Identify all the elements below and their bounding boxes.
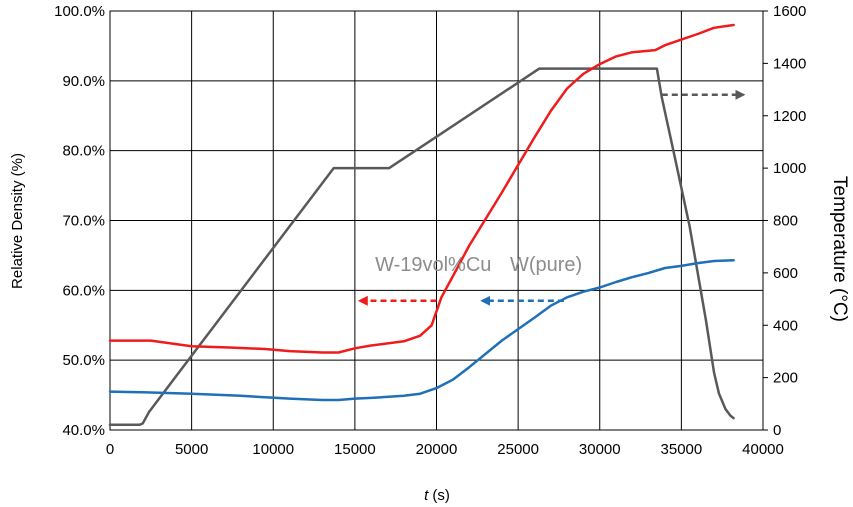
left-tick-label: 60.0% xyxy=(62,282,105,299)
x-tick-label: 20000 xyxy=(416,441,458,458)
x-axis-title: t (s) xyxy=(424,487,450,504)
x-tick-label: 10000 xyxy=(252,441,294,458)
left-tick-label: 80.0% xyxy=(62,143,105,160)
x-tick-label: 0 xyxy=(106,441,114,458)
x-tick-label: 30000 xyxy=(579,441,621,458)
series-line-w-pure xyxy=(108,259,735,402)
right-tick-label: 600 xyxy=(773,265,798,282)
right-tick-label: 1600 xyxy=(773,3,806,20)
left-tick-label: 50.0% xyxy=(62,352,105,369)
ticks-layer: 0 5000 10000 15000 20000 25000 30000 35000 40000… xyxy=(54,3,806,458)
grid xyxy=(110,11,763,430)
x-axis-title-symbol: t xyxy=(424,487,429,504)
x-tick-label: 25000 xyxy=(497,441,539,458)
series-line-w-cu xyxy=(108,23,735,354)
left-axis-title: Relative Density (%) xyxy=(9,153,26,289)
left-tick-label: 40.0% xyxy=(62,422,105,439)
left-tick-label: 100.0% xyxy=(54,3,105,20)
series-layer xyxy=(108,23,735,427)
right-axis-title: Temperature (°C) xyxy=(829,176,850,322)
right-tick-label: 400 xyxy=(773,317,798,334)
x-tick-label: 5000 xyxy=(175,441,208,458)
x-axis-title-unit: (s) xyxy=(428,487,450,504)
x-tick-label: 40000 xyxy=(742,441,784,458)
annotation-w-cu: W-19vol%Cu xyxy=(375,254,491,276)
right-tick-label: 200 xyxy=(773,370,798,387)
x-tick-label: 35000 xyxy=(661,441,703,458)
right-tick-label: 0 xyxy=(773,422,781,439)
right-tick-label: 800 xyxy=(773,213,798,230)
x-tick-label: 15000 xyxy=(334,441,376,458)
right-tick-label: 1200 xyxy=(773,108,806,125)
left-tick-label: 90.0% xyxy=(62,73,105,90)
left-tick-label: 70.0% xyxy=(62,213,105,230)
right-tick-label: 1000 xyxy=(773,160,806,177)
annotation-w-pure: W(pure) xyxy=(510,254,582,276)
right-tick-label: 1400 xyxy=(773,55,806,72)
series-line-temperature xyxy=(108,67,735,427)
annotations-layer: W-19vol%Cu W(pure) xyxy=(375,254,582,276)
arrows-layer xyxy=(357,89,746,306)
